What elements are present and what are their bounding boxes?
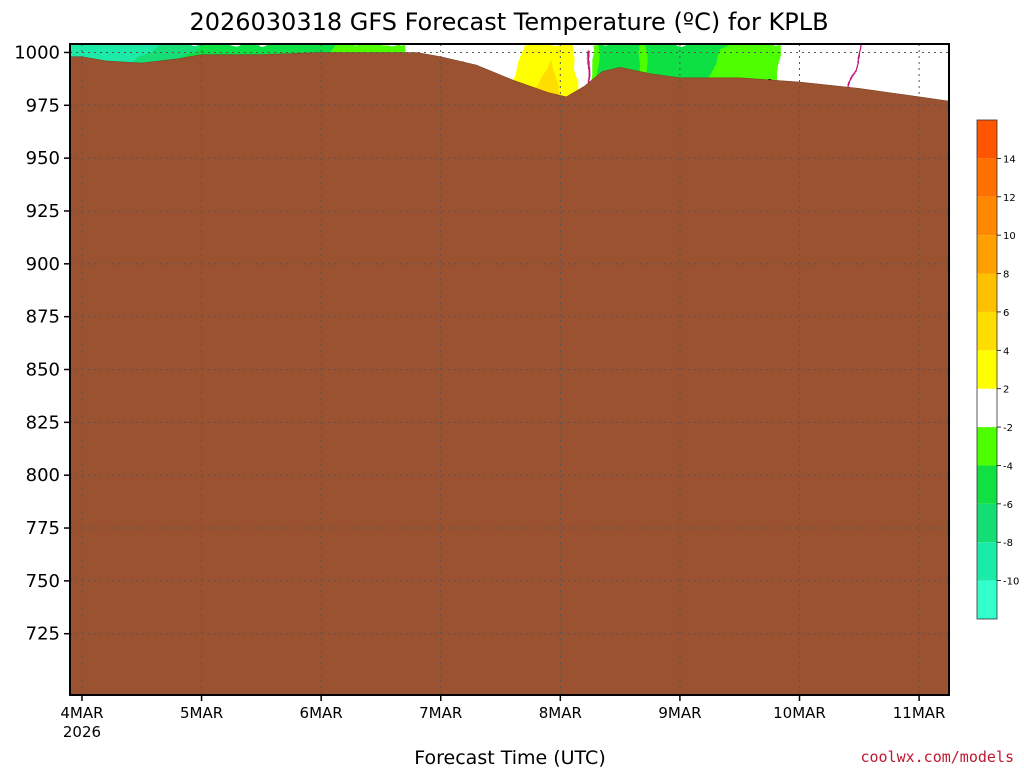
colorbar-label-5: 2	[1003, 385, 1009, 396]
x-tick-label-0: 4MAR	[60, 704, 103, 722]
colorbar-swatch-9	[977, 235, 997, 274]
colorbar-swatch-6	[977, 350, 997, 389]
y-tick-label-900: 900	[26, 254, 60, 275]
colorbar-swatch-4	[977, 427, 997, 466]
colorbar-label-3: -4	[1003, 461, 1013, 472]
y-tick-label-775: 775	[26, 518, 60, 539]
colorbar-label-10: 12	[1003, 193, 1016, 204]
colorbar-swatch-1	[977, 542, 997, 581]
y-tick-label-825: 825	[26, 412, 60, 433]
chart-title: 2026030318 GFS Forecast Temperature (ºC)…	[189, 8, 828, 36]
colorbar-label-7: 6	[1003, 308, 1009, 319]
x-tick-label-5: 9MAR	[658, 704, 701, 722]
y-tick-label-800: 800	[26, 465, 60, 486]
x-tick-label-1: 5MAR	[180, 704, 223, 722]
y-tick-label-1000: 1000	[14, 42, 60, 63]
grid-lines	[70, 44, 949, 695]
x-axis-title: Forecast Time (UTC)	[414, 747, 605, 768]
y-axis: 725 750 775 800 825 850 875 900 925 950 975 1000	[14, 42, 70, 645]
colorbar-frame	[976, 119, 998, 620]
y-tick-label-725: 725	[26, 624, 60, 645]
y-tick-label-975: 975	[26, 95, 60, 116]
x-tick-label-7: 11MAR	[893, 704, 946, 722]
x-tick-label-4: 8MAR	[539, 704, 582, 722]
x-tick-sublabel-0: 2026	[63, 723, 101, 741]
x-tick-label-6: 10MAR	[773, 704, 826, 722]
colorbar-swatch-7	[977, 311, 997, 351]
colorbar-label-4: -2	[1003, 423, 1013, 434]
colorbar-swatch-10	[977, 196, 997, 236]
terrain	[70, 52, 949, 695]
y-tick-label-950: 950	[26, 148, 60, 169]
colorbar-label-2: -6	[1003, 500, 1013, 511]
colorbar-swatch-8	[977, 273, 997, 312]
colorbar-swatch-12	[977, 120, 997, 159]
plot-area: -6-6-4-4-2-2-4-2000202610410-6-6-420-2-2…	[70, 44, 949, 695]
y-tick-label-875: 875	[26, 307, 60, 328]
colorbar-label-11: 14	[1003, 154, 1016, 165]
x-tick-label-2: 6MAR	[300, 704, 343, 722]
colorbar-swatch-5	[977, 388, 997, 428]
colorbar-label-6: 4	[1003, 346, 1009, 357]
colorbar-label-1: -8	[1003, 538, 1013, 549]
colorbar-swatch-0	[977, 580, 997, 619]
colorbar: -10 -8 -6 -4 -2 2 4 6 8 10 12 14	[976, 119, 1019, 620]
x-tick-label-3: 7MAR	[419, 704, 462, 722]
colorbar-swatch-2	[977, 503, 997, 543]
colorbar-label-0: -10	[1003, 577, 1019, 588]
y-tick-label-925: 925	[26, 201, 60, 222]
credit-text: coolwx.com/models	[860, 748, 1014, 766]
colorbar-swatch-11	[977, 158, 997, 197]
colorbar-label-8: 8	[1003, 270, 1009, 281]
y-tick-label-850: 850	[26, 360, 60, 381]
y-tick-label-750: 750	[26, 571, 60, 592]
colorbar-label-9: 10	[1003, 231, 1016, 242]
colorbar-swatch-3	[977, 465, 997, 504]
